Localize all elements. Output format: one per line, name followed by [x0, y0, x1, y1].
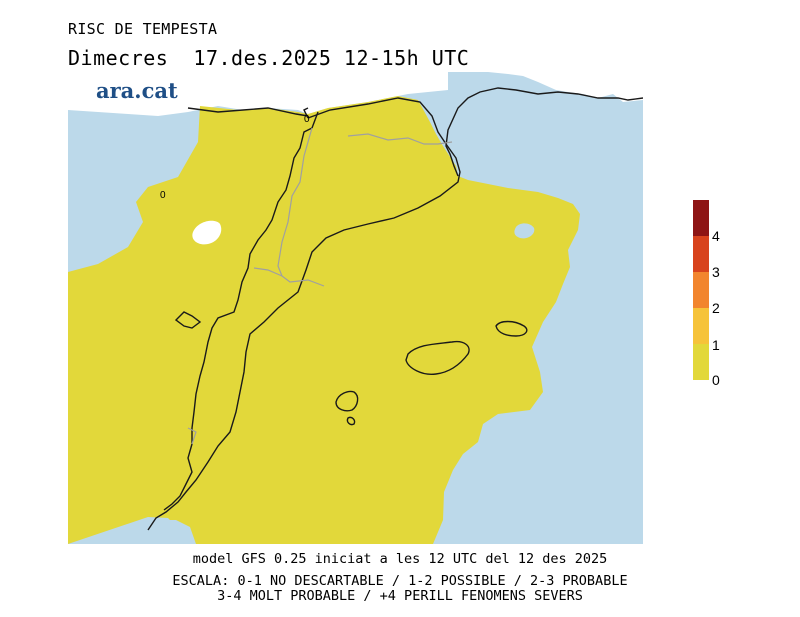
brand-logo: ara.cat — [96, 78, 178, 103]
forecast-date: Dimecres 17.des.2025 12-15h UTC — [68, 46, 470, 70]
model-info: model GFS 0.25 iniciat a les 12 UTC del … — [192, 551, 608, 567]
map-hole-2 — [514, 223, 535, 239]
chart-title: RISC DE TEMPESTA — [68, 20, 218, 38]
legend-swatch-1 — [693, 308, 709, 344]
map-hole-1 — [192, 220, 222, 245]
legend-label-1: 1 — [712, 337, 720, 353]
legend-swatch-2 — [693, 272, 709, 308]
region-borders — [187, 127, 453, 445]
no-data-area-left — [68, 72, 448, 116]
risk-map: 0 0 — [68, 72, 643, 544]
legend-label-4: 4 — [712, 228, 720, 244]
scale-description-1: ESCALA: 0-1 NO DESCARTABLE / 1-2 POSSIBL… — [172, 573, 628, 589]
legend-swatch-4 — [693, 200, 709, 236]
legend-label-0: 0 — [712, 372, 720, 388]
legend-label-3: 3 — [712, 264, 720, 280]
scale-description-2: 3-4 MOLT PROBABLE / +4 PERILL FENOMENS S… — [217, 588, 583, 604]
no-data-area — [68, 72, 643, 102]
legend-swatch-3 — [693, 236, 709, 272]
risk-legend — [693, 200, 709, 380]
legend-label-2: 2 — [712, 300, 720, 316]
legend-swatch-0 — [693, 344, 709, 380]
sea-bottom-left — [148, 520, 196, 544]
isoline-label-1: 0 — [160, 190, 166, 201]
isoline-label-2: 0 — [304, 114, 310, 125]
coastline — [147, 87, 643, 531]
